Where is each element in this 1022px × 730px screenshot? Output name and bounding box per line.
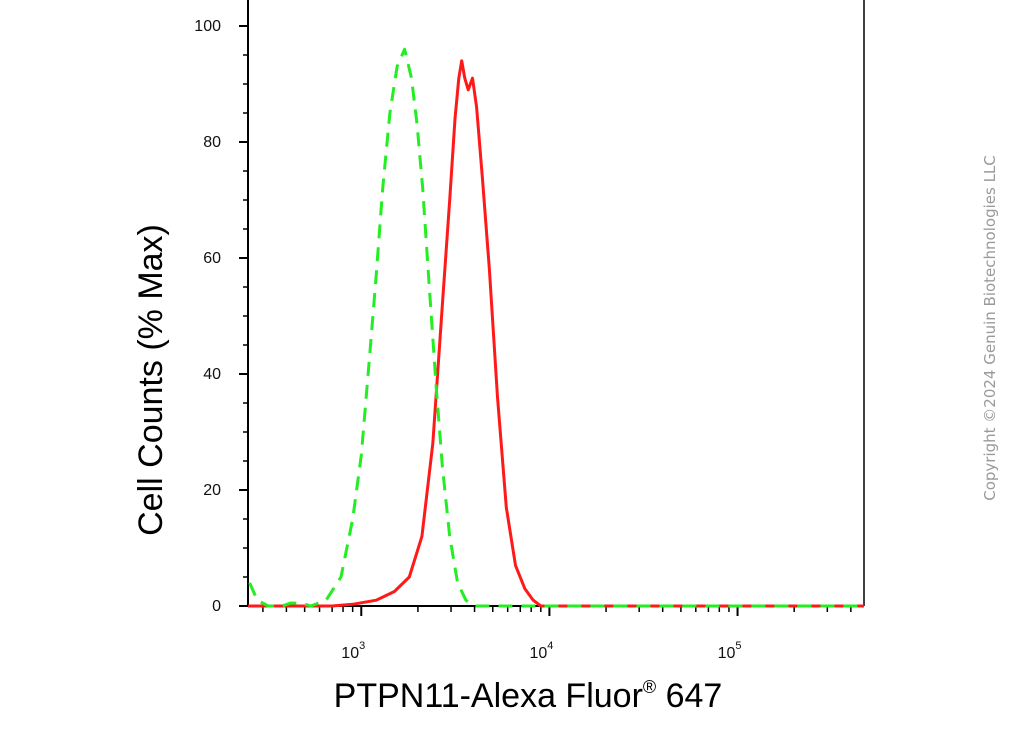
y-axis-title: Cell Counts (% Max) <box>132 224 170 536</box>
y-axis-ticks: 0 20 40 60 80 100 <box>194 18 248 615</box>
x-tick-label: 103 <box>341 640 365 662</box>
y-tick-label: 0 <box>212 598 221 615</box>
y-tick-label: 100 <box>194 18 221 35</box>
x-tick-base: 10 <box>718 645 736 662</box>
x-tick-label: 105 <box>718 640 742 662</box>
x-axis-title: PTPN11-Alexa Fluor® 647 <box>334 677 723 715</box>
copyright-watermark: Copyright ©2024 Genuin Biotechnologies L… <box>981 155 999 501</box>
x-tick-exponent: 5 <box>735 640 741 652</box>
y-tick-label: 20 <box>203 482 221 499</box>
ptpn11-stained-histogram-line <box>248 59 864 608</box>
x-axis-ticks: 103 104 105 <box>262 606 852 662</box>
plot-axes <box>247 0 865 607</box>
y-tick-label: 80 <box>203 134 221 151</box>
x-axis-title-registered-mark: ® <box>643 677 656 697</box>
x-tick-label: 104 <box>529 640 553 662</box>
x-tick-base: 10 <box>341 645 359 662</box>
x-axis-title-tail: 647 <box>656 677 722 715</box>
isotype-control-histogram-line <box>248 47 864 608</box>
y-tick-label: 40 <box>203 366 221 383</box>
x-tick-exponent: 4 <box>547 640 553 652</box>
y-tick-label: 60 <box>203 250 221 267</box>
histogram-series <box>248 47 864 608</box>
x-tick-exponent: 3 <box>359 640 365 652</box>
x-axis-title-main: PTPN11-Alexa Fluor <box>334 677 643 715</box>
x-tick-base: 10 <box>529 645 547 662</box>
